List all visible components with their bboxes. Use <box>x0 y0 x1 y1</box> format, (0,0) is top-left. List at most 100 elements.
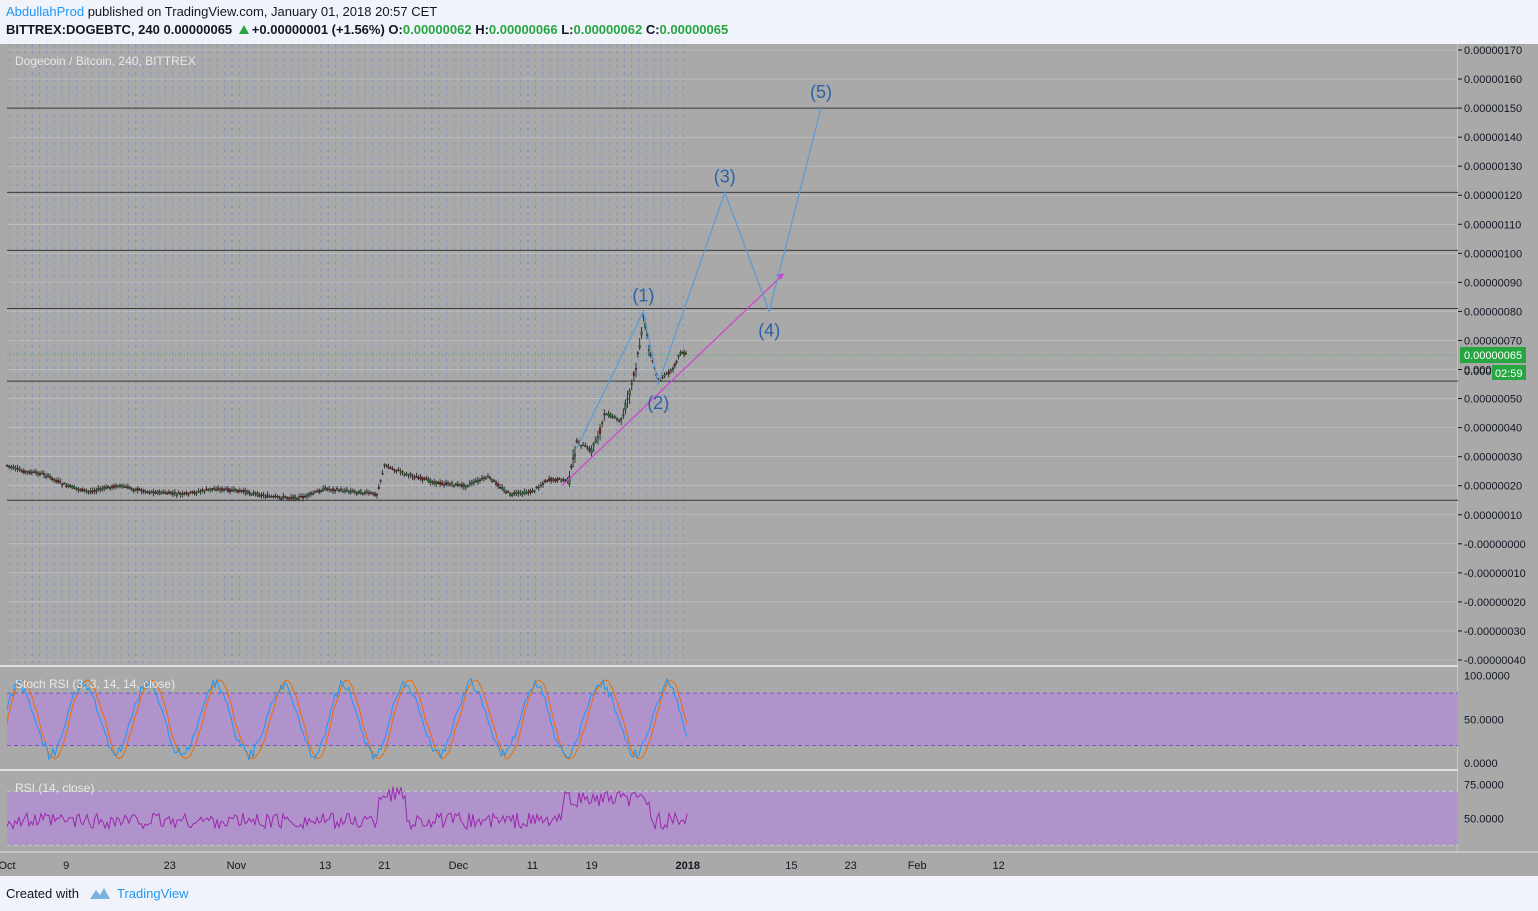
candle-body <box>171 493 174 495</box>
candle-body <box>499 486 502 489</box>
time-tick-label: 13 <box>319 860 331 872</box>
rsi-line <box>6 786 688 831</box>
candle-body <box>77 488 80 490</box>
candle-body <box>437 482 440 484</box>
candle-body <box>509 493 512 496</box>
tradingview-link[interactable]: TradingView <box>117 886 189 901</box>
rsi-pane <box>6 786 1458 846</box>
time-tick-label: Dec <box>449 860 469 872</box>
candle-body <box>280 498 283 500</box>
candle-body <box>288 497 291 500</box>
candle-body <box>335 488 339 490</box>
price-tick-label: 0.00000170 <box>1464 45 1522 57</box>
author-link[interactable]: AbdullahProd <box>6 4 85 19</box>
candle-body <box>8 465 11 468</box>
candle-body <box>562 478 565 481</box>
chart-area[interactable]: (1)(2)(3)(4)(5) 0.000001700.000001600.00… <box>0 44 1538 876</box>
candle-body <box>244 491 247 494</box>
candle-body <box>613 416 616 418</box>
candle-body <box>431 481 434 483</box>
candle-body <box>167 491 171 494</box>
price-tick-label: 0.00000050 <box>1464 394 1522 406</box>
candle-body <box>87 491 90 493</box>
candle-body <box>120 484 123 487</box>
candle-body <box>443 484 446 486</box>
candle-body <box>89 490 92 493</box>
price-tick-label: 0.00000110 <box>1464 219 1521 231</box>
candle-body <box>381 473 384 475</box>
time-tick-label: Feb <box>908 860 927 872</box>
current-price-label: 0.00000065 <box>1464 350 1522 362</box>
candle-body <box>353 491 356 493</box>
candle-body <box>665 373 668 375</box>
time-tick-label: 12 <box>992 860 1004 872</box>
time-tick-label: 2018 <box>676 860 700 872</box>
candle-body <box>464 485 467 488</box>
time-axis-bg <box>0 852 1538 876</box>
candle-body <box>169 492 173 494</box>
candle-body <box>65 485 68 487</box>
open-label: O: <box>388 22 403 37</box>
candle-body <box>636 352 639 354</box>
candle-body <box>254 492 257 495</box>
rsi-title: RSI (14, close) <box>15 781 94 795</box>
candle-body <box>503 489 506 492</box>
candle-body <box>130 488 133 490</box>
time-tick-label: 23 <box>844 860 856 872</box>
chart-background <box>0 44 1538 876</box>
candle-body <box>158 490 161 493</box>
candle-body <box>187 493 190 496</box>
candle-body <box>529 490 532 493</box>
candle-body <box>544 480 547 483</box>
candle-body <box>470 482 473 484</box>
candle-body <box>81 488 84 492</box>
candle-body <box>316 490 319 493</box>
candle-body <box>268 496 271 498</box>
price-tick-label: -0.00000040 <box>1464 655 1526 667</box>
candle-body <box>223 488 226 491</box>
candle-body <box>632 372 635 376</box>
candle-body <box>592 443 595 446</box>
time-axis[interactable]: Oct 9 23 Nov 13 21 Dec 11 19 2018 15 23 Feb 12 <box>0 851 1538 876</box>
price-tick-label: 0.00000160 <box>1464 74 1522 86</box>
candle-body <box>217 488 220 490</box>
close-value: 0.00000065 <box>659 22 729 37</box>
candle-body <box>351 490 354 492</box>
candle-body <box>679 352 682 354</box>
candle-body <box>278 496 281 498</box>
candle-body <box>596 436 599 439</box>
candle-body <box>490 479 494 482</box>
candle-body <box>673 363 676 366</box>
candle-body <box>484 477 488 480</box>
stoch-rsi-pane <box>6 677 1458 761</box>
candle-body <box>26 471 29 473</box>
low-label: L: <box>561 22 574 37</box>
candle-body <box>248 492 251 494</box>
stoch-tick-label: 100.0000 <box>1464 671 1510 683</box>
candle-body <box>213 488 216 490</box>
candle-body <box>399 471 402 473</box>
price-tick-label: 0.00000130 <box>1464 161 1522 173</box>
current-price-badge <box>1460 347 1526 363</box>
candle-body <box>99 488 102 491</box>
candle-body <box>405 473 408 475</box>
price-axis[interactable]: 0.00000170 0.00000160 0.00000150 0.00000140… <box>1458 44 1538 852</box>
candle-body <box>391 468 394 470</box>
candle-body <box>628 390 631 396</box>
candle-body <box>450 482 454 485</box>
candle-body <box>282 496 285 498</box>
candle-body <box>365 491 368 493</box>
footer: Created with TradingView <box>0 876 1538 911</box>
tradingview-logo-icon[interactable] <box>88 885 112 901</box>
candle-body <box>349 490 352 493</box>
candle-body <box>144 491 147 493</box>
high-label: H: <box>475 22 489 37</box>
candle-body <box>12 466 15 469</box>
candle-body <box>548 478 551 481</box>
candle-body <box>425 478 428 480</box>
candle-body <box>661 377 664 379</box>
candle-body <box>609 413 612 418</box>
candle-body <box>5 465 9 467</box>
candle-body <box>73 486 76 489</box>
wave-label: (5) <box>810 82 832 102</box>
